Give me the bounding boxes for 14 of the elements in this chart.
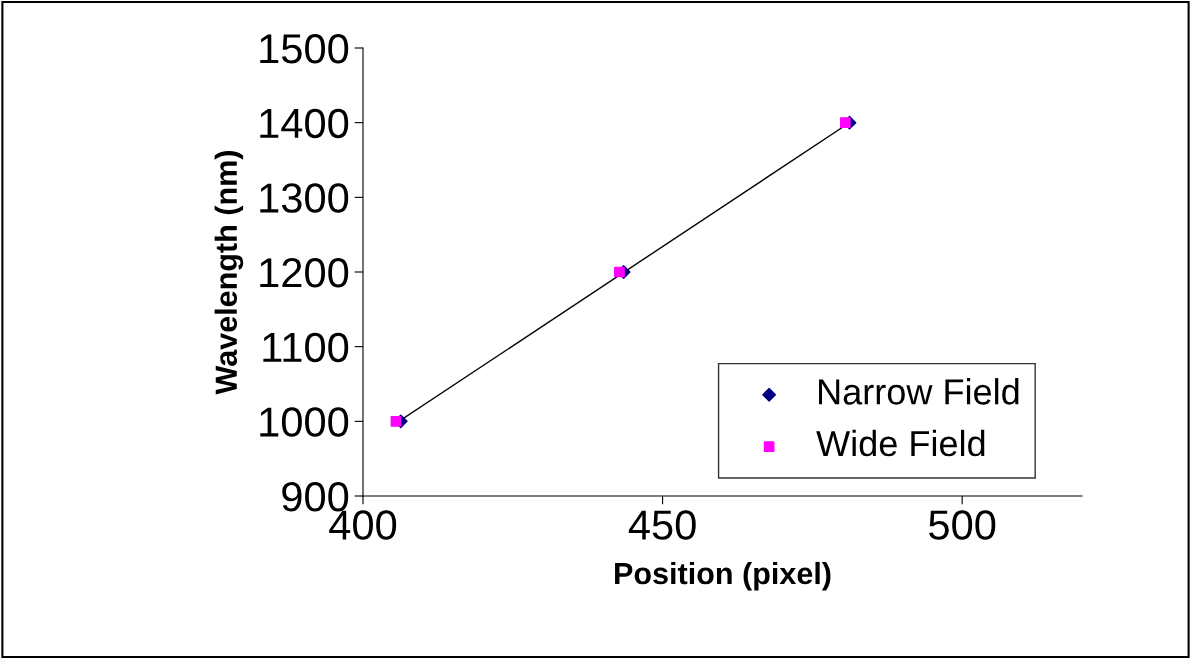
x-tick-label: 400 (329, 510, 397, 540)
x-axis-title: Position (pixel) (615, 561, 831, 591)
y-tick-label: 1100 (263, 332, 349, 363)
y-axis-title: Wavelength (nm) (214, 151, 244, 395)
y-tick-label: 1400 (260, 108, 349, 139)
legend-label: Narrow Field (819, 378, 1019, 405)
y-tick-label: 1500 (260, 34, 349, 64)
x-tick-label: 450 (628, 510, 696, 540)
x-tick-label: 500 (929, 510, 996, 540)
y-tick-label: 1000 (260, 407, 349, 437)
legend-label: Wide Field (816, 429, 985, 457)
y-tick-label: 900 (282, 482, 349, 512)
y-tick-label: 1300 (260, 183, 349, 213)
y-tick-label: 1200 (260, 258, 349, 288)
